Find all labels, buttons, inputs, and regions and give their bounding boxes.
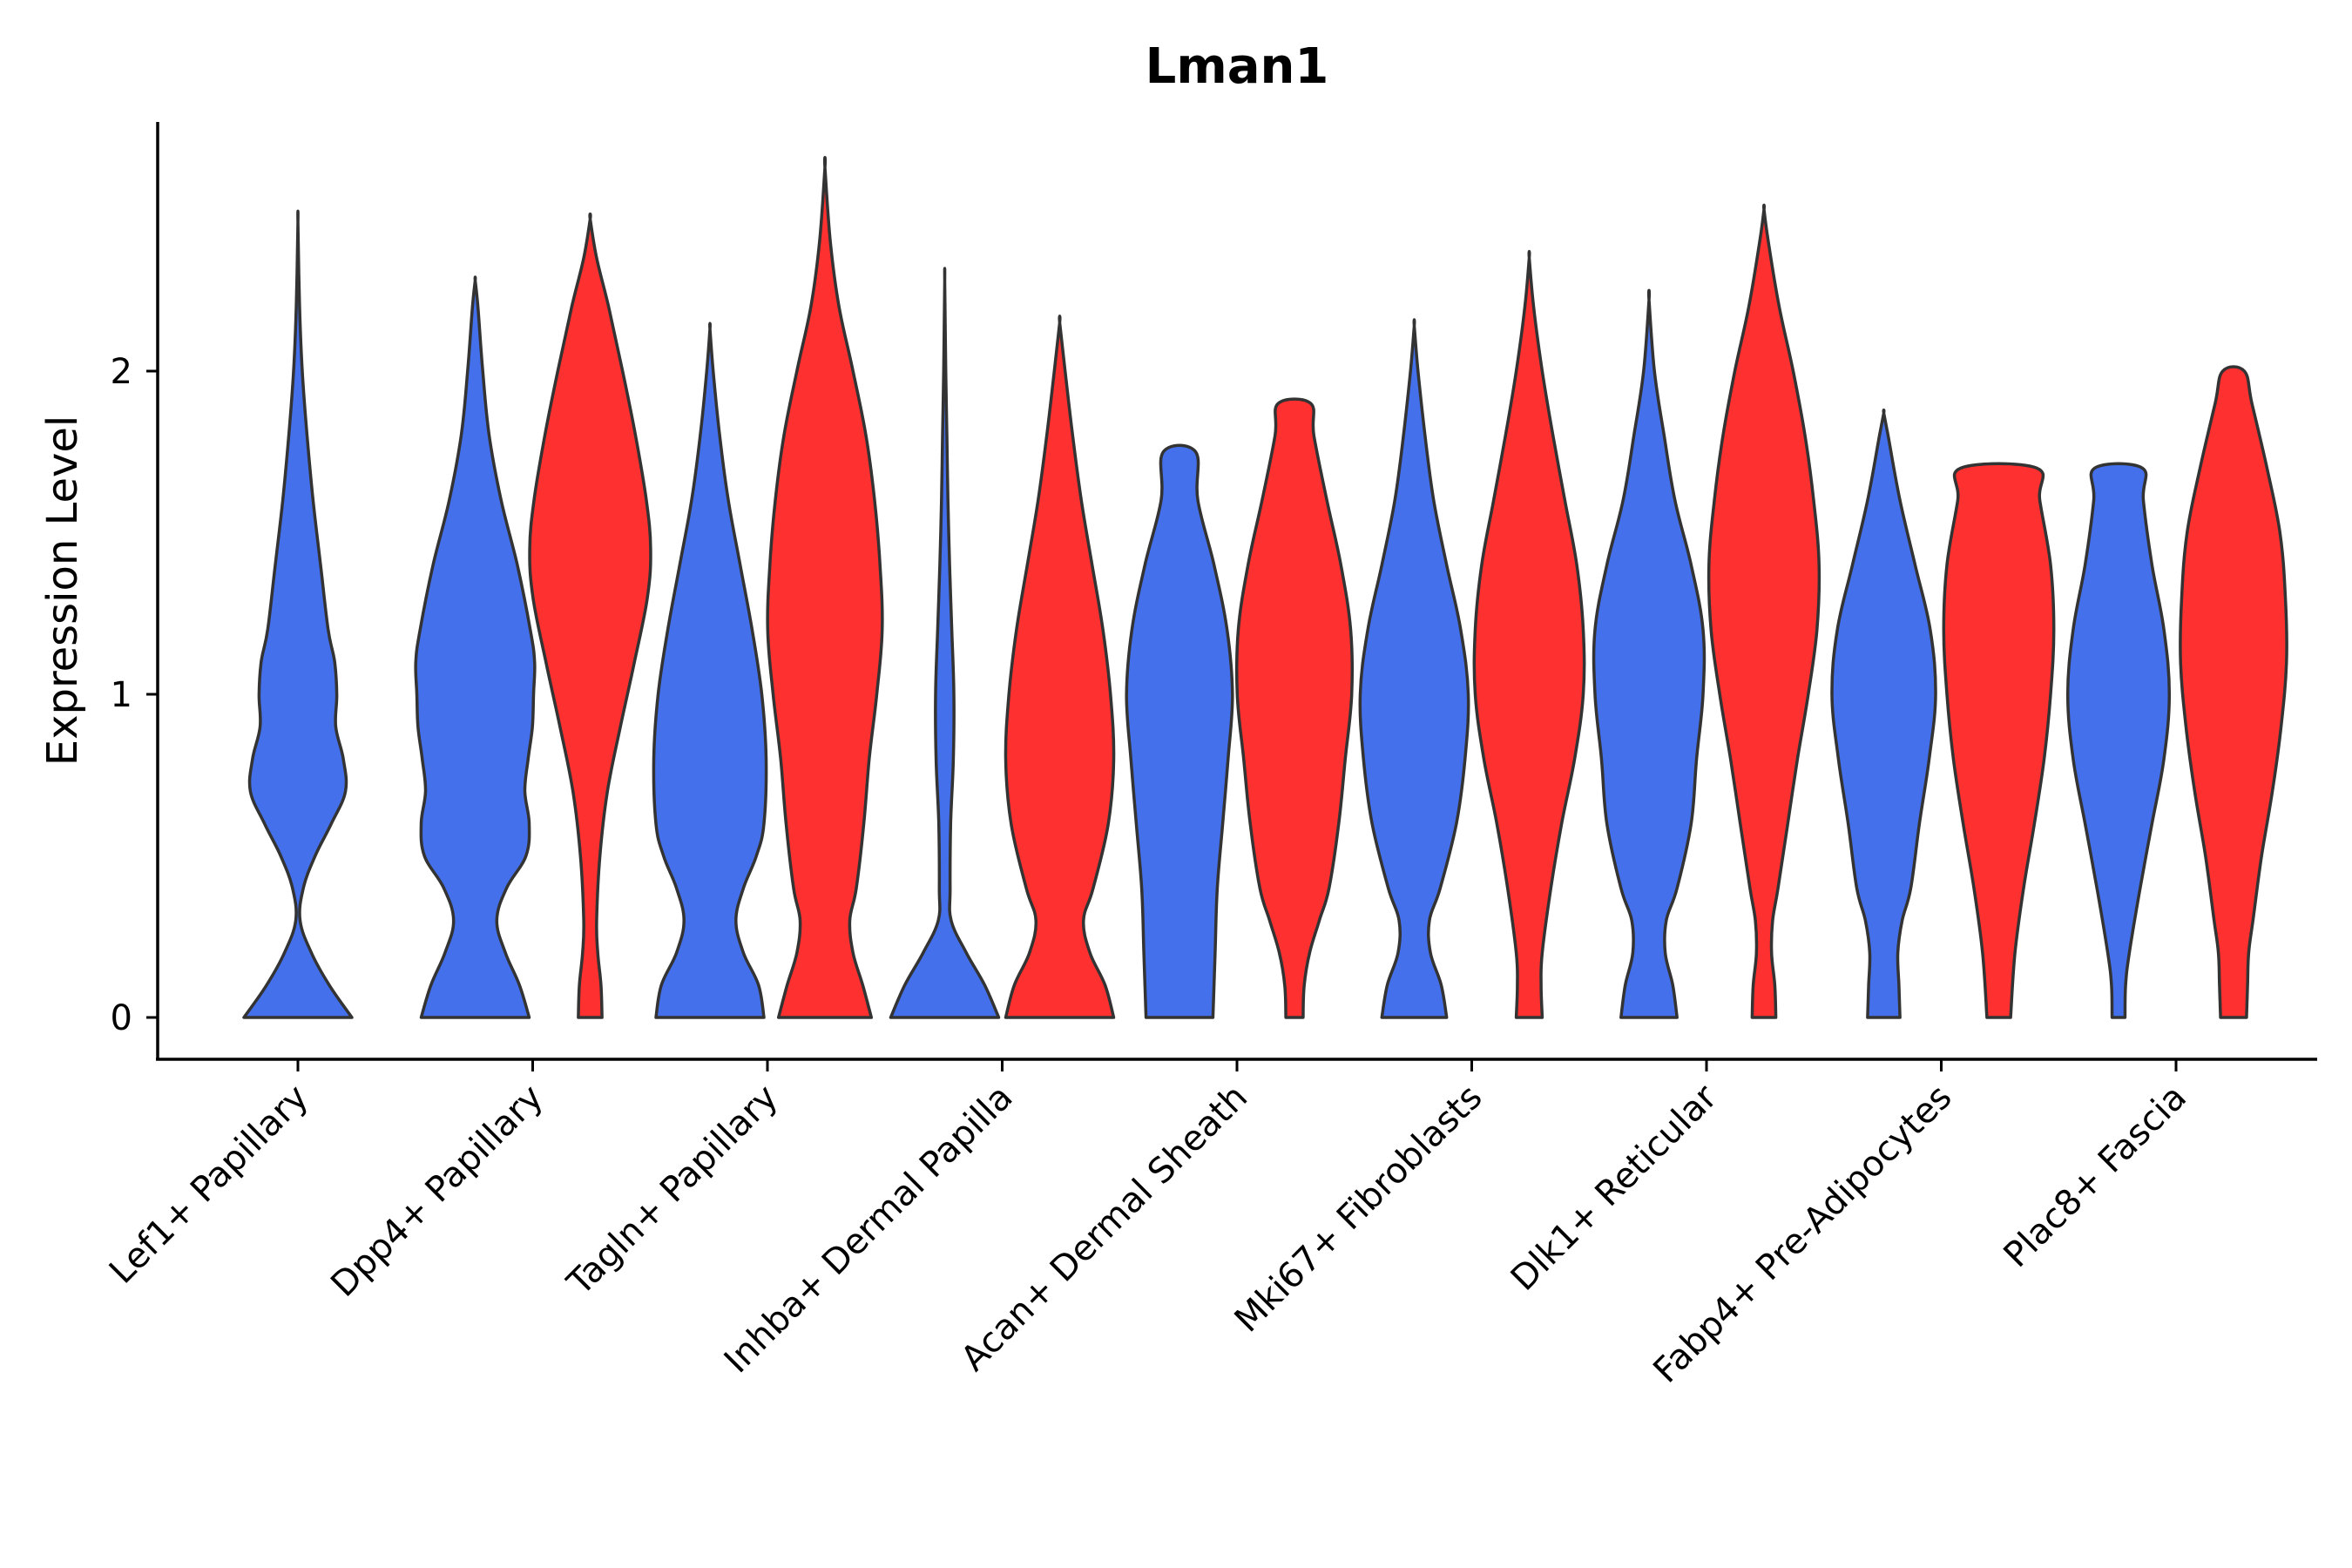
violins-layer — [242, 156, 2288, 1019]
x-tick-label-plac8-fascia: Plac8+ Fascia — [1997, 1078, 2195, 1276]
x-tick-label-lef1-papillary: Lef1+ Papillary — [102, 1078, 316, 1292]
y-tick-label: 2 — [111, 352, 132, 392]
violin-dlk1-reticular-group-red — [1707, 203, 1821, 1019]
violin-lef1-papillary-group-blue — [242, 209, 354, 1019]
violin-dlk1-reticular-group-blue — [1592, 288, 1707, 1019]
x-tick-label-dpp4-papillary: Dpp4+ Papillary — [323, 1078, 551, 1305]
violin-dpp4-papillary-group-red — [528, 212, 652, 1019]
y-tick-label: 1 — [111, 675, 132, 715]
violin-plac8-fascia-group-red — [2179, 365, 2288, 1019]
violin-fabp4-pre-adipocytes-group-blue — [1830, 409, 1937, 1019]
violin-mki67-fibroblasts-group-blue — [1358, 318, 1470, 1019]
violin-tagln-papillary-group-blue — [652, 321, 768, 1019]
violin-mki67-fibroblasts-group-red — [1472, 249, 1586, 1019]
violin-tagln-papillary-group-red — [766, 156, 884, 1019]
x-ticks: Lef1+ Papillary Dpp4+ Papillary Tagln+ Pap… — [102, 1059, 2194, 1391]
chart-title: Lman1 — [1146, 38, 1329, 95]
violin-dpp4-papillary-group-blue — [414, 275, 537, 1019]
x-tick-label-dlk1-reticular: Dlk1+ Reticular — [1504, 1077, 1726, 1299]
violin-inhba-dermal-papilla-group-blue — [889, 267, 1001, 1019]
y-axis-label: Expression Level — [38, 416, 87, 767]
violin-inhba-dermal-papilla-group-red — [1004, 314, 1116, 1019]
y-tick-label: 0 — [111, 998, 132, 1038]
y-ticks: 0 1 2 — [111, 352, 158, 1038]
violin-plac8-fascia-group-blue — [2065, 462, 2172, 1019]
x-tick-label-mki67-fibroblasts: Mki67+ Fibroblasts — [1227, 1078, 1490, 1341]
violin-acan-dermal-sheath-group-red — [1234, 397, 1355, 1019]
violin-fabp4-pre-adipocytes-group-red — [1942, 462, 2056, 1019]
violin-acan-dermal-sheath-group-blue — [1125, 443, 1234, 1019]
x-tick-label-tagln-papillary: Tagln+ Papillary — [559, 1078, 786, 1304]
